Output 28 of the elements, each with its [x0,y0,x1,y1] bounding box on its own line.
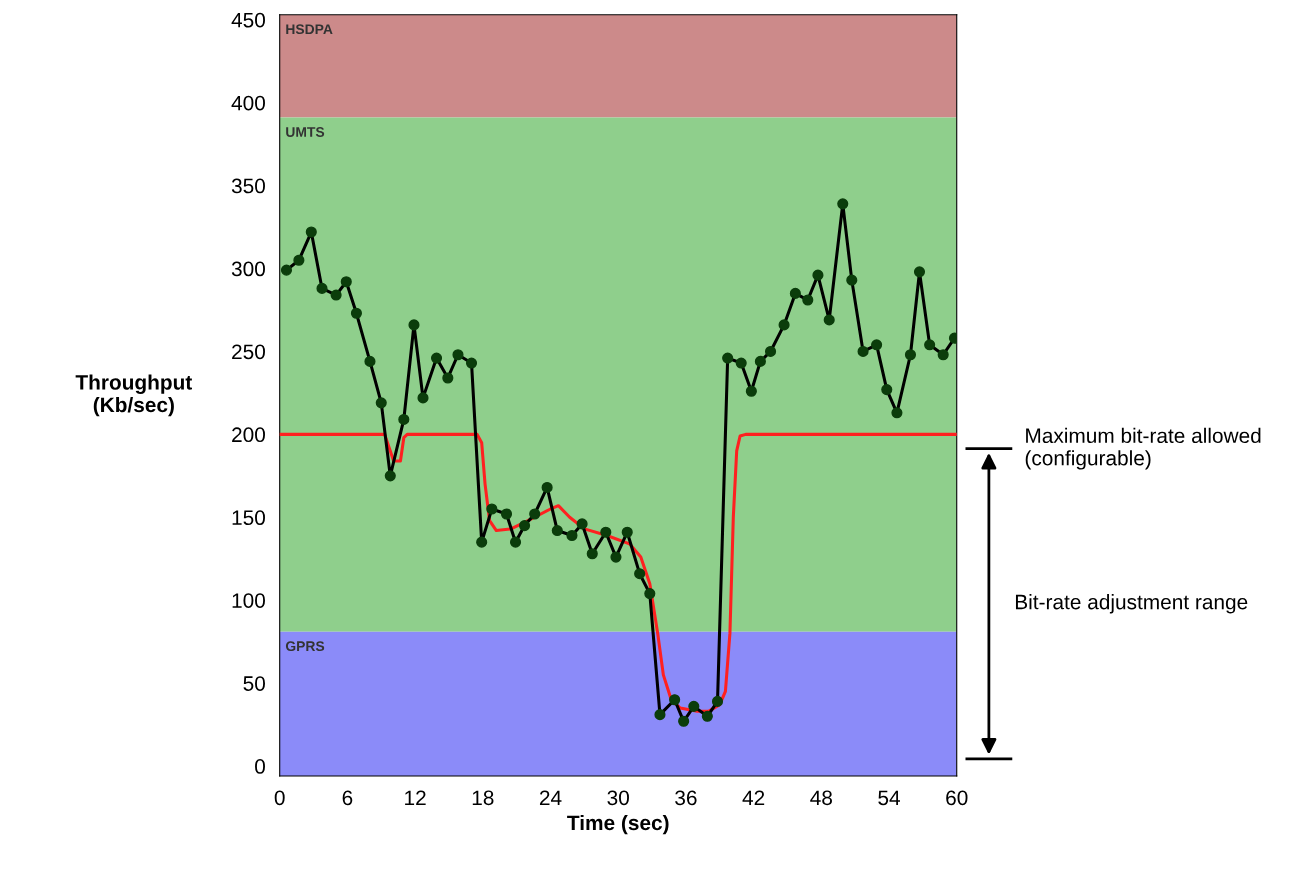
x-tick-label: 60 [946,790,968,806]
y-tick-label: 300 [231,261,265,277]
x-tick-label: 24 [539,790,562,805]
y-tick-label: 450 [231,12,265,28]
band-label: GPRS [285,641,325,652]
y-tick-label: 200 [232,427,265,443]
y-tick-label: 400 [231,95,265,111]
text: Bit-rate adjustment range [1015,594,1248,614]
y-axis-title: Throughput (Kb/sec) [75,374,193,417]
x-tick-label: 48 [810,790,832,806]
x-tick-label: 18 [472,790,494,806]
text: Maximum bit-rate allowed (configurable) [1025,427,1261,470]
y-tick-label: 250 [232,344,265,360]
y-tick-label: 150 [232,510,265,526]
band-label: HSDPA [286,24,333,35]
x-axis-title: Time (sec) [567,814,669,835]
x-tick-label: 6 [342,790,353,806]
x-tick-label: 36 [675,790,697,806]
band-label: UMTS [286,127,325,137]
x-tick-label: 54 [878,790,900,806]
y-tick-label: 350 [231,178,265,194]
y-tick-label: 100 [232,593,265,608]
x-tick-label: 12 [405,790,426,805]
x-tick-label: 30 [607,790,629,806]
x-tick-label: 42 [742,790,765,805]
y-tick-label: 0 [255,759,265,774]
y-tick-label: 50 [243,676,265,691]
x-tick-label: 0 [274,790,285,806]
